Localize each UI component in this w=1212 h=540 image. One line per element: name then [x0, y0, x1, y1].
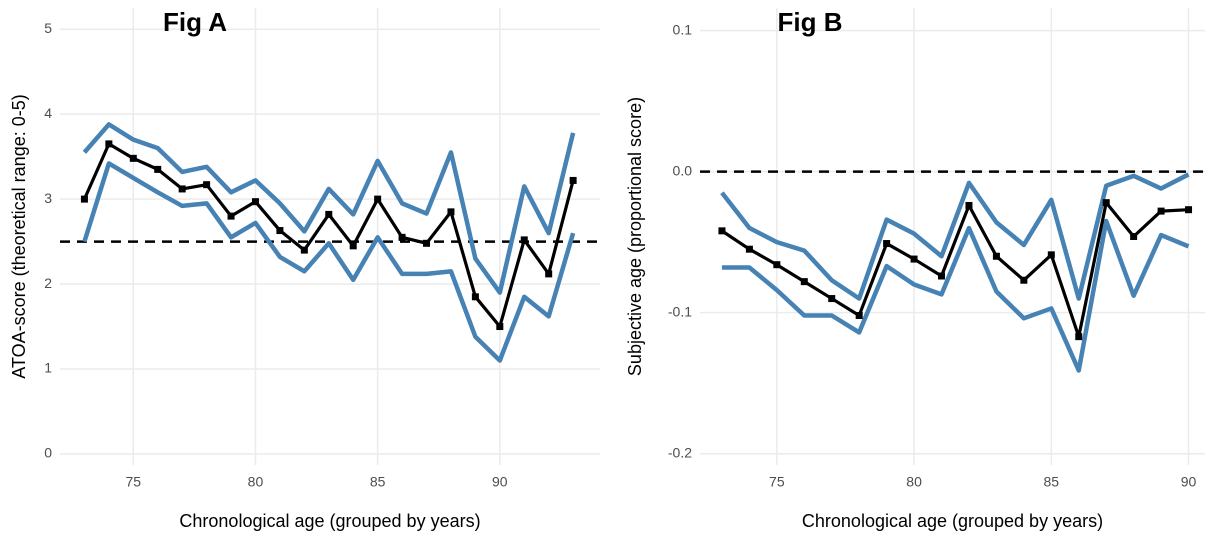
point-marker [300, 246, 308, 254]
point-marker [276, 227, 284, 235]
y-tick-label: 1 [44, 360, 52, 376]
point-marker [910, 255, 918, 263]
point-marker [80, 195, 88, 203]
point-marker [1185, 206, 1193, 214]
point-marker [496, 323, 504, 331]
point-marker [1102, 199, 1110, 207]
series-line [721, 218, 1190, 373]
series-line [82, 122, 576, 295]
chart-title: Fig B [778, 7, 843, 37]
point-marker [855, 311, 863, 319]
point-marker [423, 239, 431, 247]
point-marker [374, 195, 382, 203]
point-marker [992, 252, 1000, 260]
point-marker [883, 240, 891, 248]
series-line [720, 172, 1190, 301]
point-marker [325, 210, 333, 218]
panel: 0 1 2 3 4 5 75 80 85 90 Fig A Chronological age (gr… [9, 7, 600, 531]
point-marker [203, 181, 211, 189]
point-marker [1047, 251, 1055, 259]
chart-title: Fig A [163, 7, 227, 37]
x-tick-label: 75 [769, 474, 785, 490]
series-line [721, 201, 1189, 339]
point-marker [828, 295, 836, 303]
series-line [82, 161, 576, 363]
panel: 0.1 0.0 -0.1 -0.2 75 80 85 90 Fig B Chronological… [625, 7, 1205, 531]
y-tick-label: 0.0 [673, 162, 693, 178]
y-tick-label: -0.2 [668, 444, 692, 460]
point-marker [1075, 333, 1083, 341]
point-marker [349, 242, 357, 250]
x-tick-label: 80 [248, 474, 264, 490]
point-marker [965, 201, 973, 209]
point-marker [398, 233, 406, 241]
point-marker [520, 236, 528, 244]
y-axis-title: Subjective age (proportional score) [625, 97, 645, 376]
x-axis-title: Chronological age (grouped by years) [179, 511, 480, 531]
point-marker [1020, 276, 1028, 284]
point-marker [129, 154, 137, 162]
x-tick-label: 85 [370, 474, 386, 490]
point-marker [773, 261, 781, 269]
x-tick-label: 80 [906, 474, 922, 490]
point-marker [1157, 207, 1165, 215]
point-marker [569, 176, 577, 184]
point-marker [718, 227, 726, 235]
point-marker [447, 208, 455, 216]
point-marker [154, 165, 162, 173]
y-tick-label: 2 [44, 275, 52, 291]
y-tick-label: 4 [44, 105, 52, 121]
x-tick-label: 90 [492, 474, 508, 490]
point-marker [227, 212, 235, 220]
y-tick-label: 5 [44, 20, 52, 36]
y-tick-label: 0.1 [673, 21, 693, 37]
x-tick-label: 85 [1044, 474, 1060, 490]
point-marker [251, 198, 259, 206]
y-axis-title: ATOA-score (theoretical range: 0-5) [9, 94, 29, 378]
x-tick-label: 90 [1181, 474, 1197, 490]
point-marker [800, 278, 808, 286]
x-axis-title: Chronological age (grouped by years) [802, 511, 1103, 531]
point-marker [938, 272, 946, 280]
point-marker [545, 270, 553, 278]
y-tick-label: 3 [44, 190, 52, 206]
x-tick-label: 75 [126, 474, 142, 490]
y-tick-label: 0 [44, 445, 52, 461]
point-marker [105, 140, 113, 148]
y-tick-label: -0.1 [668, 303, 692, 319]
point-marker [745, 245, 753, 253]
point-marker [471, 293, 479, 301]
point-marker [1130, 233, 1138, 240]
point-marker [178, 185, 186, 193]
